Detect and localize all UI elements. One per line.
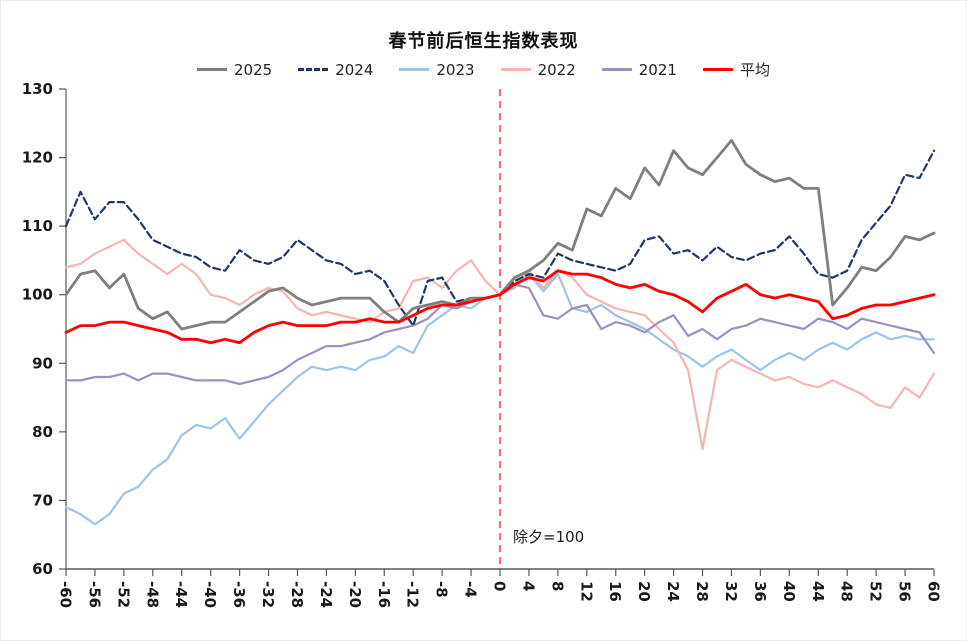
x-tick-label: 4 (519, 581, 537, 591)
series-line-平均 (64, 269, 936, 345)
x-tick-label: -8 (433, 581, 451, 598)
y-tick-label: 80 (32, 423, 53, 441)
legend-item-2022: 2022 (500, 60, 576, 79)
x-tick-label: 44 (809, 581, 827, 602)
legend-swatch-2025 (197, 68, 228, 71)
legend-swatch-2022 (500, 68, 531, 71)
x-tick-label: -56 (85, 581, 103, 608)
legend-swatch-2023 (399, 68, 430, 71)
legend-item-2025: 2025 (197, 61, 272, 79)
legend-label-average: 平均 (739, 61, 770, 79)
x-tick-label: 20 (635, 581, 653, 602)
x-tick-label: -32 (259, 581, 277, 608)
x-tick-label: -36 (230, 581, 248, 608)
x-tick-label: 8 (548, 581, 566, 591)
x-tick-label: -60 (57, 581, 75, 608)
x-tick-label: -52 (114, 581, 132, 608)
x-tick-label: -40 (201, 581, 219, 608)
legend-label-2021: 2021 (638, 60, 677, 79)
x-tick-label: -20 (346, 581, 364, 608)
y-tick-label: 90 (32, 354, 53, 372)
legend-item-2024: 2024 (298, 61, 373, 79)
y-tick-label: 130 (22, 80, 53, 98)
x-tick-label: -48 (143, 581, 161, 608)
y-tick-label: 100 (22, 286, 53, 304)
vline-annotation: 除夕=100 (513, 528, 585, 546)
legend-swatch-average (702, 68, 733, 71)
y-tick-label: 70 (32, 491, 53, 509)
x-tick-label: 60 (925, 581, 943, 602)
legend-swatch-2021 (601, 68, 632, 71)
x-tick-label: 16 (606, 581, 624, 602)
legend-label-2022: 2022 (537, 60, 576, 79)
x-tick-label: -44 (172, 581, 190, 608)
y-tick-label: 110 (22, 217, 53, 235)
x-tick-label: -16 (375, 581, 393, 608)
x-tick-label: 24 (664, 581, 682, 602)
chart-title: 春节前后恒生指数表现 (388, 31, 579, 52)
x-tick-label: -4 (462, 581, 480, 598)
x-tick-label: 52 (867, 581, 885, 602)
legend-swatch-2024 (298, 68, 329, 71)
x-tick-label: 28 (693, 581, 711, 602)
chart-legend: 2025 2024 2023 2022 2021 平均 (1, 59, 966, 80)
x-tick-label: -24 (317, 581, 335, 608)
x-tick-label: -12 (404, 581, 422, 608)
x-tick-label: 32 (722, 581, 740, 602)
x-tick-label: 40 (780, 581, 798, 602)
legend-item-2023: 2023 (399, 60, 475, 79)
x-tick-label: 0 (491, 581, 509, 591)
legend-item-average: 平均 (702, 59, 770, 80)
legend-item-2021: 2021 (601, 60, 677, 79)
legend-label-2023: 2023 (436, 60, 475, 79)
x-tick-label: 12 (577, 581, 595, 602)
legend-label-2025: 2025 (234, 60, 273, 79)
legend-label-2024: 2024 (335, 60, 374, 79)
x-tick-label: 56 (896, 581, 914, 602)
y-tick-label: 60 (32, 560, 53, 578)
x-tick-label: 48 (838, 581, 856, 602)
x-tick-label: 36 (751, 581, 769, 602)
x-tick-label: -28 (288, 581, 306, 608)
y-tick-label: 120 (22, 149, 53, 167)
